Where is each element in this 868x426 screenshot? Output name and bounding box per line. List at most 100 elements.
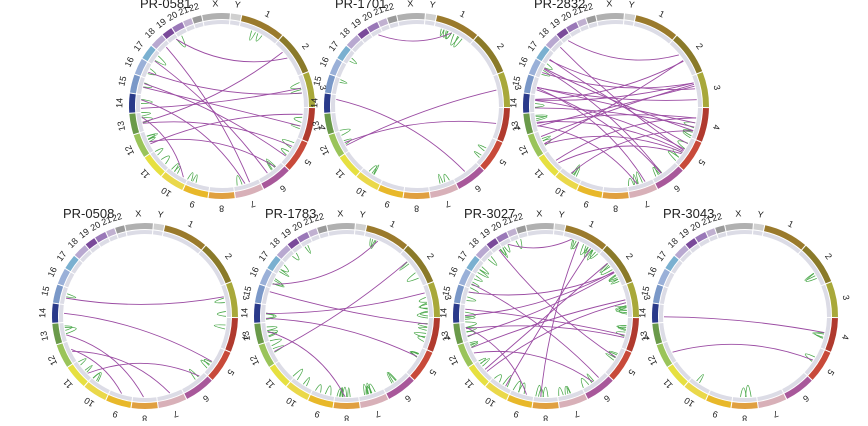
translocation-link (537, 125, 638, 185)
chromosome-inner-band-9 (580, 180, 604, 191)
chromosome-segment-17 (665, 255, 679, 272)
intrachromosomal-link (419, 302, 428, 310)
translocation-link (272, 240, 379, 285)
chromosome-segment-12 (457, 343, 474, 367)
intrachromosomal-link (600, 264, 613, 275)
intrachromosomal-link (399, 261, 410, 271)
translocation-link (544, 60, 684, 145)
chromosome-label-11: 11 (138, 167, 152, 181)
circos-panel-pr-1701: PR-1701123456789101112131415161718192021… (309, 0, 523, 214)
intrachromosomal-link (667, 150, 680, 161)
chromosome-label-5: 5 (427, 368, 438, 378)
chromosome-segment-X (526, 223, 554, 232)
translocation-link (273, 261, 408, 352)
chromosome-inner-band-3 (423, 284, 433, 317)
chromosome-segment-4 (825, 317, 838, 352)
chromosome-inner-band-11 (544, 151, 563, 171)
translocation-link (570, 130, 694, 174)
chromosome-inner-band-16 (64, 272, 75, 288)
chromosome-label-6: 6 (602, 393, 612, 404)
chromosome-inner-band-5 (675, 138, 696, 166)
chromosome-label-18: 18 (537, 26, 551, 40)
chromosome-label-6: 6 (473, 183, 483, 194)
chromosome-segment-19 (85, 238, 98, 250)
chromosome-segment-12 (133, 133, 150, 157)
chromosome-inner-band-7 (628, 179, 655, 192)
translocation-link (467, 272, 615, 337)
chromosome-segment-21 (706, 228, 717, 237)
chromosome-label-X: X (337, 208, 344, 218)
chromosome-label-16: 16 (123, 55, 136, 68)
intrachromosomal-link (541, 69, 551, 77)
chromosome-inner-band-2 (400, 251, 427, 286)
translocation-link (664, 316, 825, 334)
chromosome-segment-8 (208, 192, 235, 199)
chromosome-inner-band-7 (558, 389, 585, 402)
translocation-link (672, 343, 814, 361)
chromosome-inner-band-16 (465, 272, 476, 288)
chromosome-label-1: 1 (786, 219, 795, 230)
chromosome-inner-band-6 (653, 162, 678, 183)
intrachromosomal-link (146, 134, 156, 140)
chromosome-label-7: 7 (573, 408, 581, 419)
chromosome-label-17: 17 (327, 39, 341, 53)
chromosome-segment-19 (685, 238, 698, 250)
chromosome-inner-band-18 (680, 250, 692, 263)
intrachromosomal-link (64, 326, 77, 335)
chromosome-segment-10 (485, 382, 509, 401)
chromosome-segment-17 (536, 45, 550, 62)
chromosome-inner-band-10 (291, 378, 312, 394)
chromosome-label-17: 17 (55, 249, 69, 263)
chromosome-label-12: 12 (46, 354, 59, 367)
chromosome-segment-8 (731, 402, 758, 409)
intrachromosomal-link (147, 68, 157, 76)
intrachromosomal-link (280, 148, 290, 156)
chromosome-label-20: 20 (490, 219, 504, 233)
chromosome-inner-band-X (126, 230, 153, 236)
intrachromosomal-link (599, 263, 611, 273)
chromosome-segment-4 (302, 107, 315, 142)
intrachromosomal-link (78, 358, 87, 366)
translocation-link (486, 302, 627, 372)
chromosome-segment-17 (267, 255, 281, 272)
chromosome-label-16: 16 (447, 265, 460, 278)
chromosome-segment-7 (359, 393, 389, 408)
chromosome-segment-2 (602, 245, 633, 284)
chromosome-label-9: 9 (111, 409, 119, 420)
intrachromosomal-link (154, 55, 167, 66)
chromosome-label-10: 10 (284, 395, 298, 409)
chromosome-label-X: X (212, 0, 219, 9)
chromosome-segment-5 (480, 140, 503, 170)
chromosome-label-22: 22 (512, 211, 524, 223)
intrachromosomal-link (535, 115, 548, 121)
chromosome-label-21: 21 (177, 4, 190, 17)
intrachromosomal-link (502, 375, 512, 388)
translocation-link (336, 99, 466, 172)
chromosome-label-3: 3 (841, 294, 852, 301)
chromosome-segment-18 (475, 245, 490, 259)
chromosome-segment-4 (696, 107, 709, 142)
intrachromosomal-link (66, 293, 77, 299)
chromosome-label-12: 12 (447, 354, 460, 367)
intrachromosomal-link (370, 239, 377, 249)
translocation-link (555, 117, 697, 161)
intrachromosomal-link (339, 79, 348, 84)
chromosome-inner-band-X (328, 230, 355, 236)
chromosome-label-5: 5 (626, 368, 637, 378)
chromosome-inner-band-20 (698, 238, 710, 247)
chromosome-segment-5 (410, 350, 433, 380)
chromosome-inner-band-16 (141, 62, 152, 78)
intrachromosomal-link (453, 35, 463, 48)
intrachromosomal-link (439, 28, 445, 37)
chromosome-segment-14 (52, 303, 59, 323)
chromosome-label-14: 14 (37, 308, 47, 318)
panel-label: PR-3027 (464, 206, 515, 221)
intrachromosomal-link (160, 155, 170, 165)
translocation-link (87, 362, 200, 377)
chromosome-label-Y: Y (429, 0, 436, 10)
chromosome-segment-18 (276, 245, 291, 259)
intrachromosomal-link (477, 144, 487, 152)
chromosome-inner-band-17 (671, 260, 683, 274)
chromosome-segment-9 (706, 395, 732, 408)
chromosome-segment-9 (577, 185, 603, 198)
